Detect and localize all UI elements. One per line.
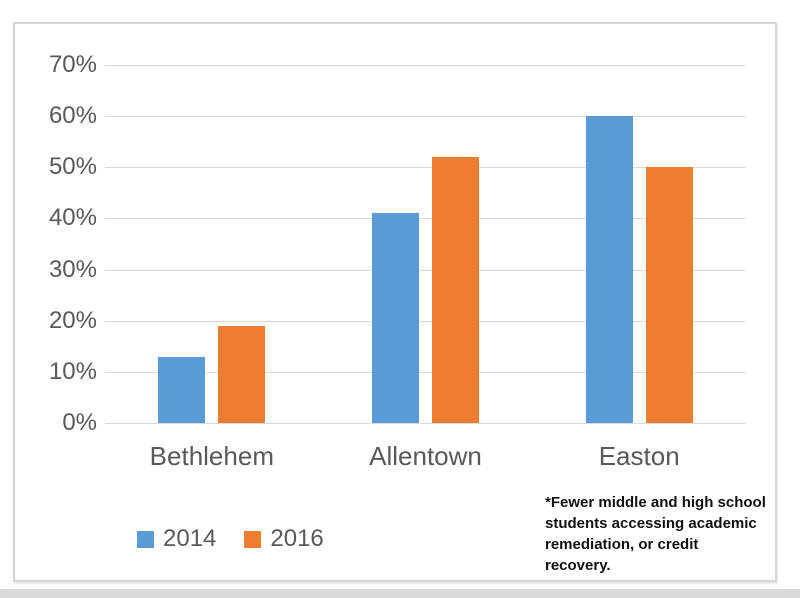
bar-easton-2016 <box>645 167 693 423</box>
legend-item-2014: 2014 <box>137 525 216 553</box>
footnote: *Fewer middle and high school students ac… <box>545 492 770 576</box>
legend-item-2016: 2016 <box>244 525 324 553</box>
legend-label: 2016 <box>270 525 324 552</box>
bar-group-allentown <box>319 65 533 423</box>
gridline <box>105 167 746 169</box>
gridline <box>105 371 746 373</box>
gridline <box>105 65 746 66</box>
bar-bethlehem-2016 <box>218 325 266 423</box>
y-tick-label: 10% <box>48 357 97 385</box>
legend-label: 2014 <box>163 525 217 552</box>
legend-swatch-icon <box>137 530 154 548</box>
x-label-easton: Easton <box>598 441 680 471</box>
bottom-shadow-strip <box>0 589 800 598</box>
bars-layer <box>105 65 746 423</box>
y-tick-label: 30% <box>48 255 97 283</box>
footnote-line: *Fewer middle and high school <box>545 494 766 511</box>
bar-bethlehem-2014 <box>158 356 206 423</box>
legend-swatch-icon <box>244 530 262 548</box>
chart-panel: 0% 10% 20% 30% 40% 50% 60% 70% Bethlehem Allento… <box>13 22 777 582</box>
bar-group-bethlehem <box>105 65 319 423</box>
footnote-line: remediation, or credit <box>545 536 699 553</box>
bar-easton-2014 <box>585 116 633 423</box>
y-tick-label: 50% <box>48 153 97 181</box>
footnote-line: students accessing academic <box>545 515 757 532</box>
gridline <box>105 218 746 220</box>
x-label-allentown: Allentown <box>369 441 482 471</box>
legend: 2014 2016 <box>137 525 324 553</box>
y-tick-label: 70% <box>48 51 97 78</box>
bar-allentown-2016 <box>432 157 479 423</box>
bar-group-easton <box>532 65 746 423</box>
x-label-bethlehem: Bethlehem <box>149 441 274 471</box>
gridline <box>105 116 746 118</box>
plot-area <box>105 65 746 424</box>
gridline <box>105 320 746 322</box>
y-tick-label: 0% <box>62 409 97 436</box>
footnote-line: recovery. <box>545 557 611 574</box>
y-tick-label: 40% <box>48 204 97 232</box>
x-axis-labels: Bethlehem Allentown Easton <box>105 441 746 472</box>
y-tick-label: 60% <box>48 102 97 130</box>
gridline <box>105 269 746 271</box>
y-axis: 0% 10% 20% 30% 40% 50% 60% 70% <box>29 51 97 436</box>
y-tick-label: 20% <box>48 306 97 334</box>
gridline <box>105 423 746 424</box>
bar-allentown-2014 <box>372 213 419 423</box>
